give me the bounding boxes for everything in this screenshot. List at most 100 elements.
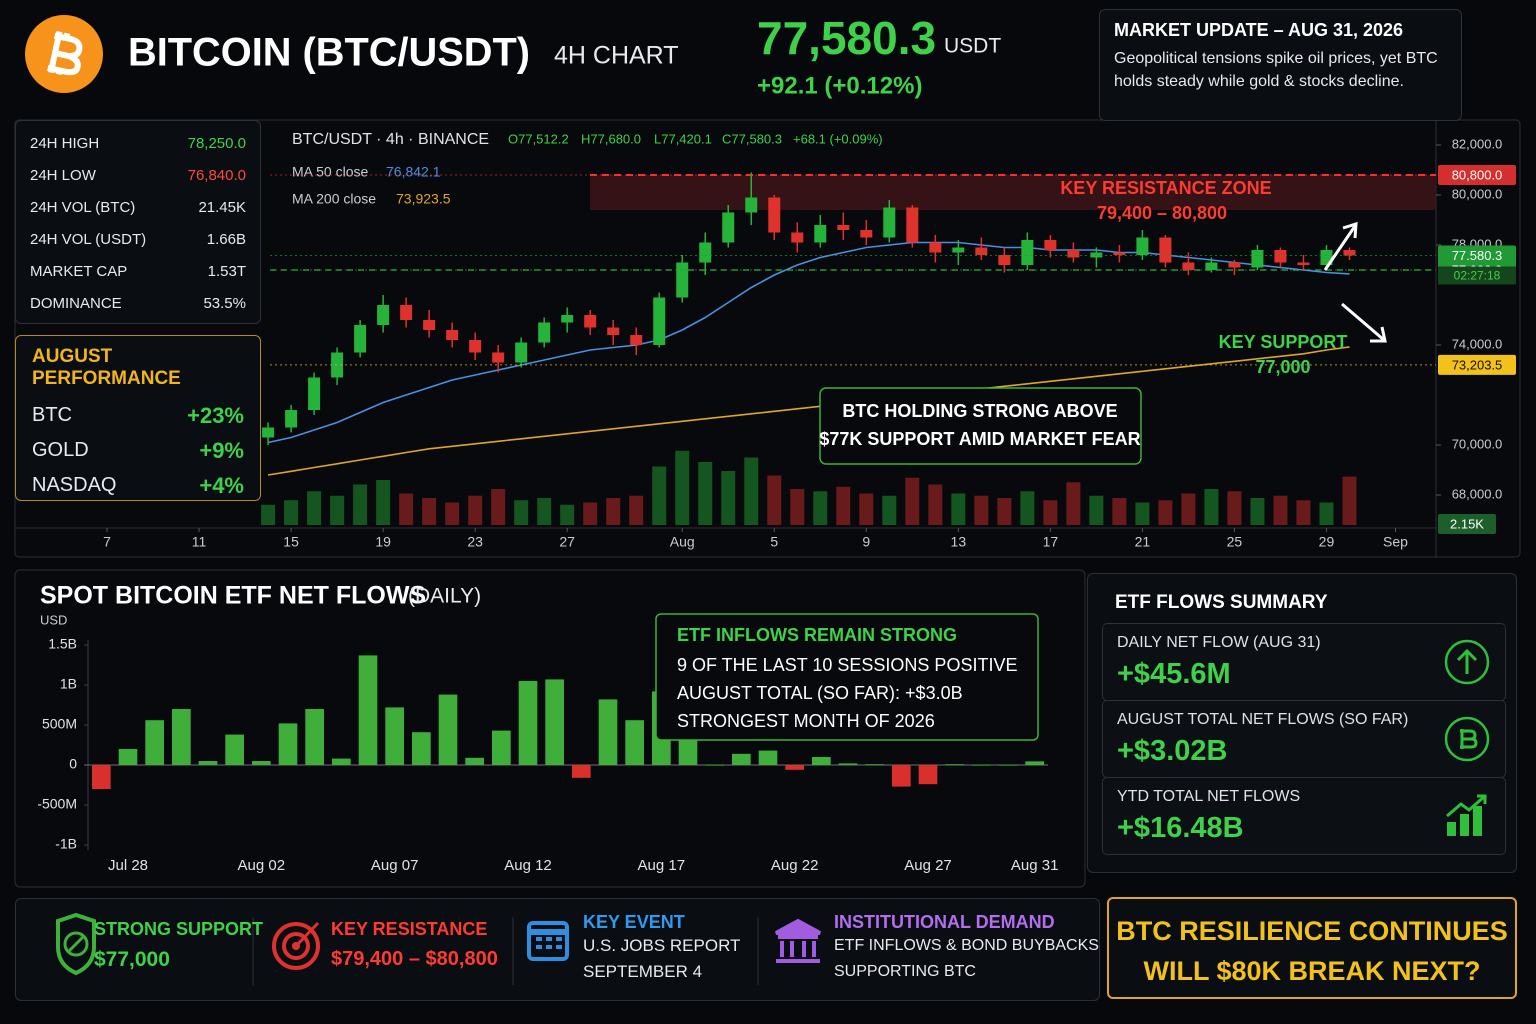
bar — [545, 679, 564, 765]
x-tick-label: 15 — [283, 534, 299, 550]
chart-callout-line: BTC HOLDING STRONG ABOVE — [842, 401, 1117, 421]
candle-body — [837, 225, 850, 230]
etf-summary-title: ETF FLOWS SUMMARY — [1115, 592, 1328, 613]
volume-bar — [1181, 493, 1196, 525]
calendar-icon — [527, 921, 569, 961]
stat-label: 24H VOL (USDT) — [30, 230, 147, 248]
ma50-name: MA 50 close — [292, 164, 368, 180]
volume-bar — [1089, 495, 1104, 525]
candle-body — [423, 320, 436, 330]
stat-value: 1.53T — [207, 262, 246, 280]
bar — [1025, 761, 1044, 765]
candle-body — [1205, 262, 1218, 270]
candle-body — [768, 197, 781, 233]
candle-body — [1021, 240, 1034, 265]
volume-bar — [284, 500, 299, 525]
x-tick-label: Sep — [1383, 534, 1408, 550]
stat-value: 53.5% — [203, 294, 246, 312]
candle-body — [446, 330, 459, 340]
y-tick-label: 1B — [60, 676, 77, 692]
x-tick-label: Aug — [670, 534, 695, 550]
x-tick-label: 17 — [1043, 534, 1059, 550]
etf-title: SPOT BITCOIN ETF NET FLOWS — [40, 582, 426, 610]
stat-row: 24H VOL (USDT) 1.66B — [16, 223, 260, 255]
y-tick-label: 80,000.0 — [1452, 186, 1503, 201]
candle-body — [722, 212, 735, 243]
volume-bar — [905, 477, 920, 525]
performance-title: AUGUST PERFORMANCE — [32, 346, 181, 389]
candle-body — [377, 305, 390, 325]
x-tick-label: Jul 28 — [108, 857, 148, 874]
volume-bar — [491, 489, 506, 525]
volume-bar — [1158, 500, 1173, 525]
summary-label: AUGUST TOTAL NET FLOWS (SO FAR) — [1117, 711, 1409, 728]
footer-title: KEY EVENT — [583, 912, 685, 932]
summary-item: AUGUST TOTAL NET FLOWS (SO FAR) +$3.02B — [1102, 700, 1506, 778]
volume-bar — [721, 471, 736, 525]
volume-bar — [951, 493, 966, 525]
footer-line: SUPPORTING BTC — [834, 963, 976, 980]
etf-annotation-title: ETF INFLOWS REMAIN STRONG — [677, 625, 957, 645]
volume-bar — [1296, 500, 1311, 525]
price-tag — [1438, 165, 1516, 185]
stat-row: 24H HIGH 78,250.0 — [16, 127, 260, 159]
bar — [892, 765, 911, 787]
candle-body — [699, 242, 712, 263]
bar — [252, 761, 271, 765]
footer: STRONG SUPPORT $77,000 KEY RESISTANCE $7… — [15, 898, 1100, 1001]
summary-item: YTD TOTAL NET FLOWS +$16.48B — [1102, 777, 1506, 855]
etf-subtitle: (DAILY) — [408, 585, 481, 608]
volume-bar — [468, 495, 483, 525]
stat-value: 76,840.0 — [187, 166, 246, 184]
price-tag-label: 77,580.3 — [1452, 248, 1503, 263]
candle-body — [676, 262, 689, 298]
candle-body — [515, 342, 528, 363]
etf-annotation-line: AUGUST TOTAL (SO FAR): +$3.0B — [677, 683, 963, 703]
x-tick-label: 13 — [951, 534, 967, 550]
volume-bar — [1227, 491, 1242, 525]
bar — [705, 764, 724, 766]
candle-body — [1228, 262, 1241, 268]
volume-bar — [1342, 476, 1357, 525]
summary-icon — [1444, 639, 1490, 685]
y-tick-label: 74,000.0 — [1452, 336, 1503, 351]
summary-label: YTD TOTAL NET FLOWS — [1117, 788, 1301, 805]
candle-body — [791, 232, 804, 243]
bar — [785, 765, 804, 770]
volume-bar — [997, 498, 1012, 525]
footer-callout-line: BTC RESILIENCE CONTINUES — [1116, 916, 1508, 946]
y-tick-label: 500M — [42, 716, 77, 732]
performance-label: NASDAQ — [32, 474, 117, 496]
candle-body — [1113, 252, 1126, 255]
volume-bar — [882, 495, 897, 525]
performance-value: +4% — [199, 472, 244, 498]
bar — [438, 694, 458, 765]
candle-body — [1159, 237, 1172, 263]
volume-bar — [1319, 502, 1334, 525]
x-tick-label: Aug 22 — [771, 857, 819, 874]
candle-body — [262, 427, 275, 438]
candle-body — [607, 327, 620, 335]
chart-symbol: BTC/USDT · 4h · BINANCE — [292, 131, 489, 148]
market-update: MARKET UPDATE – AUG 31, 2026 Geopolitica… — [1099, 9, 1462, 121]
volume-bar — [629, 495, 644, 525]
bar — [305, 709, 324, 765]
bar — [865, 764, 884, 766]
market-update-title: MARKET UPDATE – AUG 31, 2026 — [1114, 20, 1404, 40]
y-tick-label: 1.5B — [48, 636, 77, 652]
candle-body — [1182, 262, 1195, 270]
candle-body — [354, 325, 367, 353]
target-icon — [272, 922, 320, 970]
stat-label: 24H VOL (BTC) — [30, 198, 136, 216]
x-tick-label: Aug 02 — [238, 857, 286, 874]
volume-tag-label: 2.15K — [1450, 516, 1484, 531]
price-tag-label: 73,203.5 — [1452, 357, 1503, 372]
volume-bar — [399, 493, 414, 525]
bar — [118, 749, 138, 765]
bar — [385, 707, 404, 765]
stats-panel: 24H HIGH 78,250.0 24H LOW 76,840.0 24H VOL (… — [15, 120, 261, 324]
summary-value: +$16.48B — [1117, 812, 1244, 844]
bar — [278, 723, 298, 765]
x-tick-label: Aug 31 — [1011, 857, 1059, 874]
performance-row: NASDAQ +4% — [16, 468, 260, 503]
